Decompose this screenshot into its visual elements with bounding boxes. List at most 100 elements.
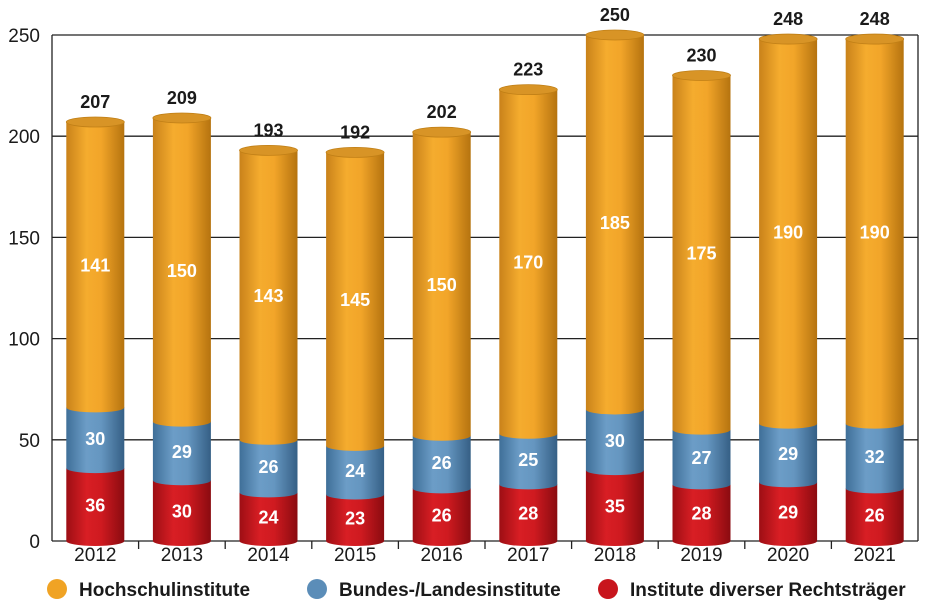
data-label: 190	[773, 222, 803, 242]
legend-label: Bundes-/Landesinstitute	[339, 580, 561, 601]
legend-marker	[598, 579, 618, 599]
bar-top-cap	[758, 33, 818, 45]
bar-top-cap	[239, 144, 298, 156]
data-label: 175	[686, 244, 716, 264]
bar-segment-institute-diverser-rechtstr-ger	[239, 492, 298, 546]
bar-segment-hochschulinstitute	[759, 39, 818, 429]
total-label: 223	[513, 60, 543, 80]
data-label: 36	[85, 496, 105, 516]
total-label: 248	[773, 9, 803, 29]
total-label: 193	[253, 120, 283, 140]
data-label: 24	[258, 508, 278, 528]
data-label: 170	[513, 253, 543, 273]
legend-item: Hochschulinstitute	[47, 579, 250, 601]
y-tick-label: 50	[19, 431, 40, 452]
bar-stack-2015: 23 24 145 192	[325, 122, 385, 546]
bar-segment-institute-diverser-rechtstr-ger	[326, 494, 385, 546]
data-label: 30	[605, 431, 625, 451]
y-tick-label: 250	[8, 26, 40, 47]
data-label: 26	[258, 457, 278, 477]
y-tick-label: 0	[29, 532, 40, 553]
bar-segment-institute-diverser-rechtstr-ger	[66, 468, 125, 546]
bar-stack-2018: 35 30 185 250	[585, 5, 645, 546]
data-label: 141	[80, 256, 110, 276]
bar-top-cap	[325, 146, 385, 158]
data-label: 24	[345, 461, 365, 481]
bar-top-cap	[585, 29, 645, 41]
bar-top-cap	[152, 112, 212, 124]
bar-segment-bundes-landesinstitute	[152, 421, 211, 486]
data-label: 150	[167, 261, 197, 281]
data-label: 30	[172, 502, 192, 522]
bar-segment-bundes-landesinstitute	[499, 433, 558, 490]
data-label: 26	[432, 506, 452, 526]
bar-segment-hochschulinstitute	[412, 132, 471, 441]
bar-segment-bundes-landesinstitute	[412, 435, 471, 494]
x-tick-label: 2018	[594, 545, 636, 566]
total-label: 202	[427, 102, 457, 122]
bar-segment-bundes-landesinstitute	[326, 445, 385, 500]
bar-segment-bundes-landesinstitute	[66, 407, 125, 474]
bar-top-cap	[65, 116, 125, 128]
data-label: 150	[427, 275, 457, 295]
x-tick-label: 2019	[680, 545, 722, 566]
total-label: 192	[340, 122, 370, 142]
bar-stack-2021: 26 32 190 248	[845, 9, 905, 546]
bar-segment-institute-diverser-rechtstr-ger	[412, 488, 471, 546]
bar-segment-bundes-landesinstitute	[759, 423, 818, 488]
legend-label: Institute diverser Rechtsträger	[630, 580, 906, 601]
bar-segment-bundes-landesinstitute	[585, 409, 644, 476]
bar-stack-2019: 28 27 175 230	[672, 45, 731, 546]
y-tick-label: 100	[8, 330, 40, 351]
data-label: 26	[865, 506, 885, 526]
bar-segment-hochschulinstitute	[152, 117, 211, 427]
data-label: 29	[778, 503, 798, 523]
x-tick-label: 2015	[334, 545, 376, 566]
total-label: 250	[600, 5, 630, 25]
total-label: 248	[860, 9, 890, 29]
bar-top-cap	[498, 84, 558, 96]
x-tick-label: 2013	[161, 545, 203, 566]
bar-segment-hochschulinstitute	[499, 89, 558, 439]
legend-item: Institute diverser Rechtsträger	[598, 579, 906, 601]
bar-segment-institute-diverser-rechtstr-ger	[152, 480, 211, 546]
bars: 36 30 141 207 30 29 150 209 24 26 143 193 23 24 145 192…	[65, 5, 905, 546]
x-axis-ticks: 2012 2013 2014 2015 2016 2017 2018 2019 2020 2021	[74, 545, 896, 566]
data-label: 35	[605, 497, 625, 517]
bar-segment-hochschulinstitute	[845, 39, 904, 429]
x-tick-label: 2020	[767, 545, 809, 566]
y-tick-label: 200	[8, 127, 40, 148]
data-label: 23	[345, 509, 365, 529]
x-tick-label: 2021	[854, 545, 896, 566]
legend-item: Bundes-/Landesinstitute	[307, 579, 561, 601]
data-label: 29	[172, 442, 192, 462]
bar-top-cap	[672, 70, 731, 81]
bar-segment-hochschulinstitute	[326, 152, 385, 451]
y-axis-ticks: 0 50 100 150 200 250	[8, 26, 40, 553]
bar-stack-2014: 24 26 143 193	[239, 120, 298, 546]
data-label: 32	[865, 447, 885, 467]
bar-segment-institute-diverser-rechtstr-ger	[672, 484, 731, 546]
y-tick-label: 150	[8, 228, 40, 249]
bar-stack-2016: 26 26 150 202	[412, 102, 472, 546]
bar-segment-bundes-landesinstitute	[672, 429, 731, 490]
bar-stack-2013: 30 29 150 209	[152, 88, 212, 546]
total-label: 209	[167, 88, 197, 108]
bar-stack-2017: 28 25 170 223	[498, 60, 558, 546]
bar-segment-institute-diverser-rechtstr-ger	[845, 488, 904, 546]
data-label: 143	[253, 286, 283, 306]
legend-label: Hochschulinstitute	[79, 580, 250, 601]
total-label: 207	[80, 92, 110, 112]
x-tick-label: 2017	[507, 545, 549, 566]
legend: Hochschulinstitute Bundes-/Landesinstitut…	[47, 579, 906, 601]
data-label: 190	[860, 222, 890, 242]
x-tick-label: 2016	[421, 545, 463, 566]
data-label: 28	[518, 504, 538, 524]
data-label: 30	[85, 429, 105, 449]
data-label: 145	[340, 290, 370, 310]
bar-stack-2020: 29 29 190 248	[758, 9, 818, 546]
bar-segment-hochschulinstitute	[585, 35, 644, 415]
total-label: 230	[686, 45, 716, 65]
data-label: 29	[778, 444, 798, 464]
